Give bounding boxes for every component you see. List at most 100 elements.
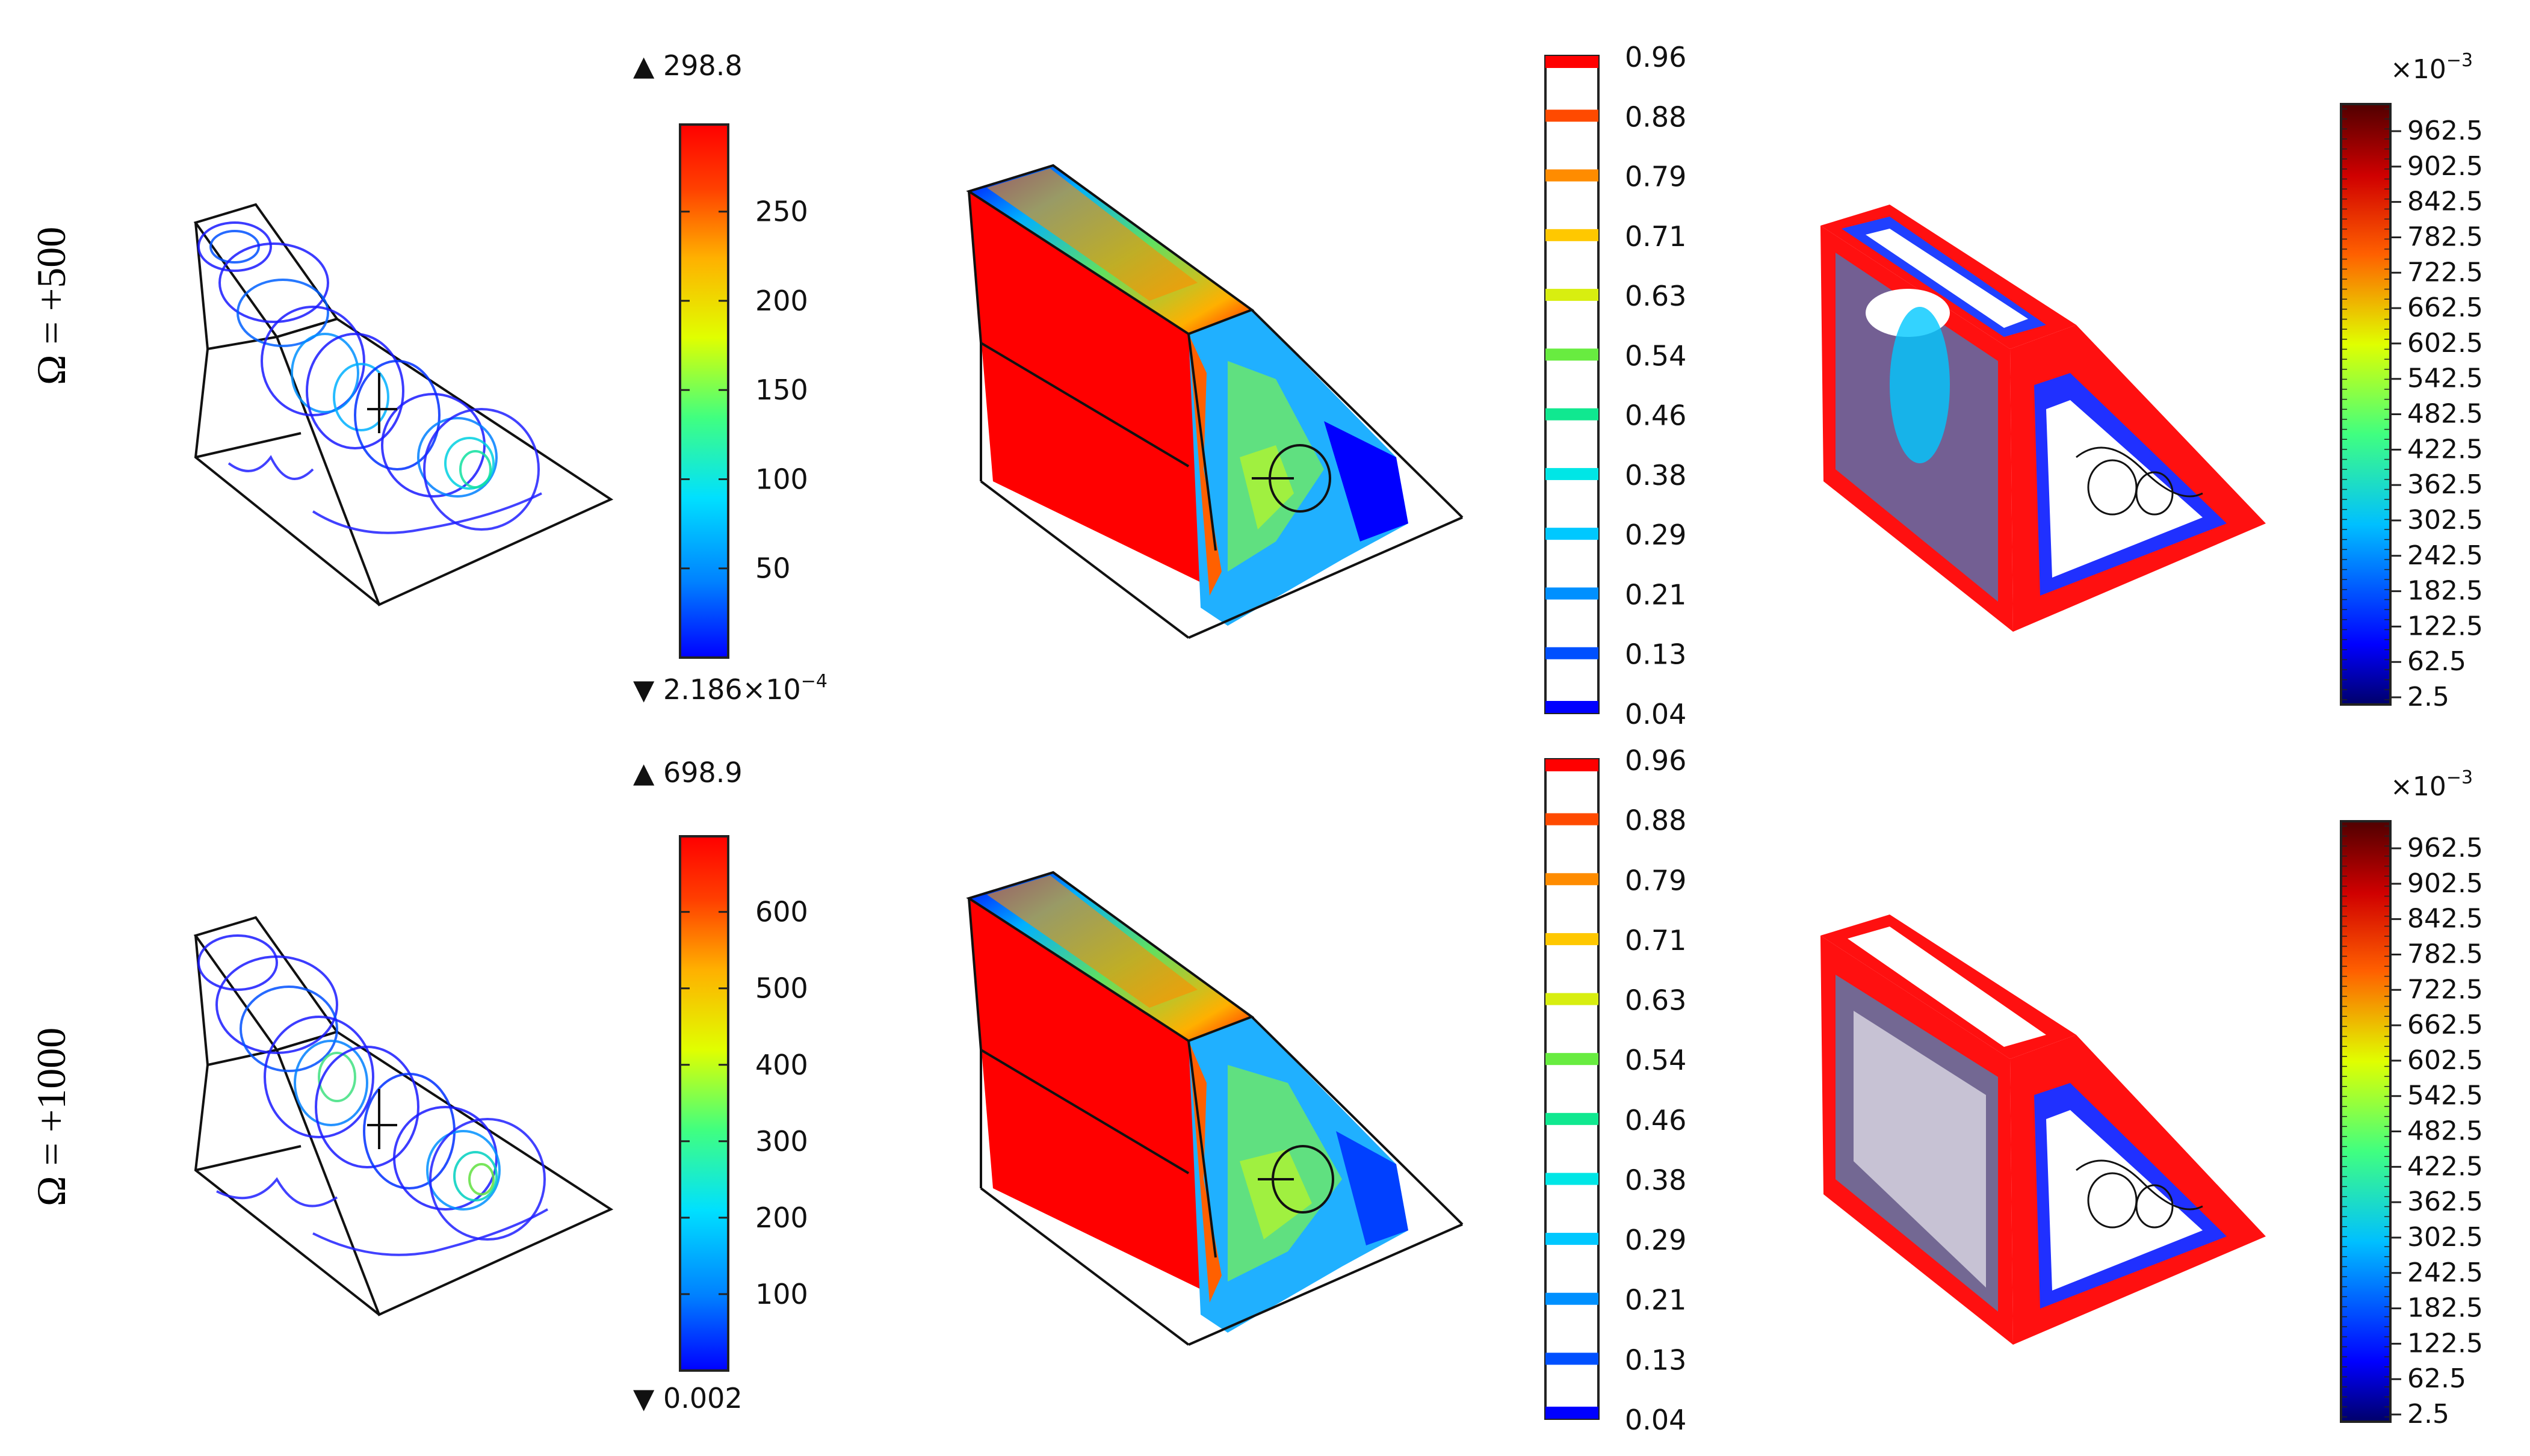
- colorbar-tick-label: 662.5: [2407, 292, 2483, 323]
- contour-level-label: 0.88: [1625, 100, 1686, 133]
- contour-level-swatch: [1545, 229, 1598, 241]
- colorbar-tick-label: 482.5: [2407, 1116, 2483, 1147]
- colorbar-tick-label: 902.5: [2407, 868, 2483, 899]
- colorbar-tick-label: 200: [755, 1202, 808, 1234]
- row-label-1: Ω = +500: [28, 227, 74, 385]
- colorbar-tick-label: 782.5: [2407, 221, 2483, 252]
- colorbar-tick-label: 722.5: [2407, 974, 2483, 1005]
- colorbar-tick-label: 2.5: [2407, 682, 2449, 712]
- streamline-plot-row2: [193, 916, 614, 1316]
- contour-level-swatch: [1545, 110, 1598, 122]
- colorbar-tick-label: 122.5: [2407, 1328, 2483, 1359]
- colorbar-tick-label: 962.5: [2407, 833, 2483, 863]
- contour-level-swatch: [1545, 813, 1598, 825]
- legend-multiplier: ×10−3: [2390, 767, 2473, 802]
- svg-text:Ω = +500: Ω = +500: [28, 227, 74, 385]
- contour-level-label: 0.21: [1625, 1284, 1686, 1316]
- contour-level-swatch: [1545, 528, 1598, 540]
- contour-level-swatch: [1545, 348, 1598, 361]
- colorbar-tick-label: 542.5: [2407, 1081, 2483, 1111]
- colorbar: [2340, 103, 2392, 706]
- contour-level-label: 0.71: [1625, 220, 1686, 253]
- contour-level-swatch: [1545, 56, 1598, 68]
- colorbar-tick-label: 362.5: [2407, 469, 2483, 500]
- colorbar-tick-label: 422.5: [2407, 1151, 2483, 1182]
- contour-level-label: 0.38: [1625, 1164, 1686, 1196]
- contour-level-label: 0.04: [1625, 698, 1686, 730]
- contour-level-label: 0.04: [1625, 1404, 1686, 1436]
- contour-level-swatch: [1545, 1407, 1598, 1419]
- contour-level-swatch: [1545, 933, 1598, 945]
- contour-level-label: 0.63: [1625, 984, 1686, 1017]
- colorbar-tick-label: 2.5: [2407, 1399, 2449, 1430]
- legend-max-label: ▲ 298.8: [633, 49, 743, 82]
- colorbar-tick-label: 422.5: [2407, 434, 2483, 464]
- colorbar-tick-label: 722.5: [2407, 257, 2483, 288]
- contour-level-swatch: [1545, 701, 1598, 713]
- contour-level-label: 0.96: [1625, 41, 1686, 73]
- colorbar-ticks: 600 500 400 300 200 100: [680, 896, 808, 1310]
- contour-level-label: 0.54: [1625, 1044, 1686, 1076]
- colorbar-tick-label: 902.5: [2407, 151, 2483, 182]
- contour-legend-row2: 0.96 0.88 0.79 0.71 0.63 0.54 0.46 0.38 0.29 0.21…: [1544, 744, 1686, 1436]
- contour-level-swatch: [1545, 1112, 1598, 1125]
- colorbar-tick-label: 782.5: [2407, 939, 2483, 969]
- contour-plot-row2: [966, 871, 1464, 1346]
- contour-level-label: 0.79: [1625, 161, 1686, 193]
- colorbar-tick-label: 200: [755, 285, 808, 317]
- colorbar-tick-label: 302.5: [2407, 1222, 2483, 1253]
- colorbar-tick-label: 842.5: [2407, 187, 2483, 217]
- colorbar-tick-label: 302.5: [2407, 505, 2483, 535]
- colorbar-tick-label: 250: [755, 196, 808, 228]
- contour-level-swatch: [1545, 647, 1598, 659]
- legend-min-label: ▼ 2.186×10−4: [633, 671, 827, 706]
- contour-level-label: 0.29: [1625, 1224, 1686, 1256]
- colorbar-tick-label: 300: [755, 1125, 808, 1158]
- contour-level-label: 0.88: [1625, 804, 1686, 837]
- colorbar-tick-label: 182.5: [2407, 1293, 2483, 1324]
- contour-level-label: 0.21: [1625, 578, 1686, 611]
- contour-levels: 0.96 0.88 0.79 0.71 0.63 0.54 0.46 0.38 0.29 0.21…: [1545, 41, 1686, 730]
- colorbar-tick-label: 242.5: [2407, 1257, 2483, 1288]
- contour-level-swatch: [1545, 289, 1598, 301]
- colorbar-tick-label: 62.5: [2407, 1363, 2466, 1394]
- surface-plot-row2: [1820, 915, 2266, 1345]
- colorbar-tick-label: 602.5: [2407, 328, 2483, 359]
- contour-level-swatch: [1545, 1053, 1598, 1066]
- contour-level-label: 0.46: [1625, 399, 1686, 432]
- contour-level-swatch: [1545, 587, 1598, 600]
- colorbar: [679, 123, 729, 659]
- colorbar-tick-label: 500: [755, 972, 808, 1005]
- colorbar-ticks: 962.5 902.5 842.5 782.5 722.5 662.5 602.5 542.5…: [2341, 108, 2483, 712]
- contour-level-swatch: [1545, 1353, 1598, 1365]
- contour-level-swatch: [1545, 408, 1598, 421]
- colorbar-tick-label: 242.5: [2407, 540, 2483, 571]
- contour-level-swatch: [1545, 169, 1598, 182]
- contour-level-label: 0.63: [1625, 280, 1686, 312]
- colorbar-tick-label: 100: [755, 1278, 808, 1310]
- colorbar: [2340, 820, 2392, 1423]
- surface-plot-row1: [1820, 205, 2266, 632]
- colorbar-tick-label: 962.5: [2407, 116, 2483, 146]
- contour-level-swatch: [1545, 1233, 1598, 1245]
- legend-max-label: ▲ 698.9: [633, 756, 743, 789]
- colorbar-tick-label: 150: [755, 374, 808, 406]
- contour-level-label: 0.46: [1625, 1104, 1686, 1137]
- svg-text:Ω = +1000: Ω = +1000: [28, 1028, 74, 1206]
- colorbar-tick-label: 50: [755, 552, 791, 585]
- streamline-plot-row1: [193, 203, 614, 606]
- contour-level-label: 0.38: [1625, 459, 1686, 492]
- colorbar-tick-label: 362.5: [2407, 1186, 2483, 1217]
- contour-levels: 0.96 0.88 0.79 0.71 0.63 0.54 0.46 0.38 0.29 0.21…: [1545, 744, 1686, 1436]
- colorbar: [679, 835, 729, 1372]
- colorbar-tick-label: 100: [755, 463, 808, 495]
- colorbar-tick-label: 542.5: [2407, 363, 2483, 394]
- colorbar-ticks: 250 200 150 100 50: [680, 196, 808, 585]
- legend-min-label: ▼ 0.002: [633, 1382, 743, 1414]
- colorbar-tick-label: 122.5: [2407, 611, 2483, 641]
- contour-level-label: 0.13: [1625, 1343, 1686, 1376]
- colorbar-tick-label: 600: [755, 896, 808, 928]
- surface-legend-row2: ×10−3 962.5 902.5 842.5 782.5 722.5 662.5 602.…: [2340, 767, 2483, 1430]
- contour-legend-row1: 0.96 0.88 0.79 0.71 0.63 0.54 0.46 0.38 0.29 0.21…: [1544, 41, 1686, 730]
